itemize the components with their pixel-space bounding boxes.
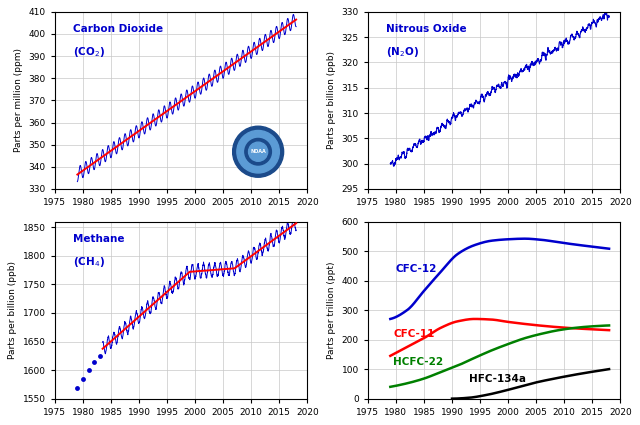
Text: (CO$_2$): (CO$_2$) (72, 45, 105, 60)
Text: Nitrous Oxide: Nitrous Oxide (385, 24, 466, 34)
Text: Methane: Methane (72, 234, 124, 244)
Text: Carbon Dioxide: Carbon Dioxide (72, 24, 163, 34)
Text: (N$_2$O): (N$_2$O) (385, 45, 419, 60)
Y-axis label: Parts per billion (ppb): Parts per billion (ppb) (327, 51, 336, 149)
Text: (CH$_4$): (CH$_4$) (72, 255, 104, 269)
Text: HFC-134a: HFC-134a (469, 374, 526, 384)
Y-axis label: Parts per trillion (ppt): Parts per trillion (ppt) (327, 261, 336, 359)
Text: CFC-11: CFC-11 (393, 329, 435, 339)
Y-axis label: Parts per billion (ppb): Parts per billion (ppb) (8, 261, 17, 359)
Y-axis label: Parts per million (ppm): Parts per million (ppm) (14, 48, 23, 153)
Text: CFC-12: CFC-12 (396, 264, 437, 274)
Text: HCFC-22: HCFC-22 (393, 357, 444, 367)
